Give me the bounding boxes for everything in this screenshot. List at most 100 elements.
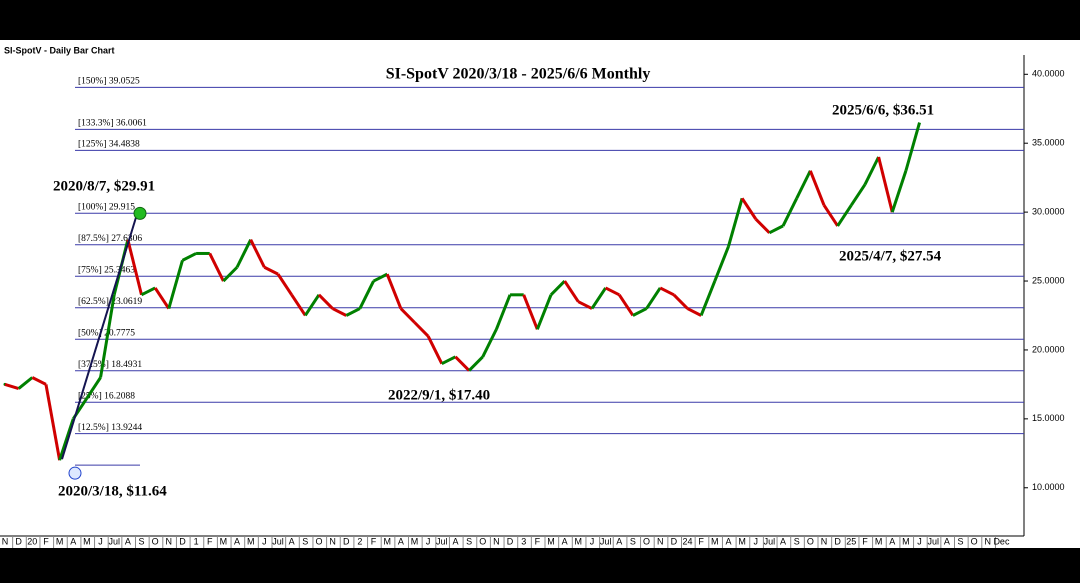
price-segment bbox=[604, 286, 620, 297]
price-segment bbox=[413, 321, 430, 338]
x-tick-label: A bbox=[562, 536, 568, 546]
y-tick-label: 35.0000 bbox=[1032, 138, 1065, 148]
y-tick-label: 25.0000 bbox=[1032, 275, 1065, 285]
annotation: 2025/6/6, $36.51 bbox=[832, 102, 934, 118]
x-tick-label: O bbox=[971, 536, 978, 546]
x-tick-label: A bbox=[234, 536, 240, 546]
annotation: 2020/8/7, $29.91 bbox=[53, 178, 155, 194]
price-segment bbox=[468, 355, 484, 372]
fib-label: [133.3%] 36.0061 bbox=[78, 119, 147, 129]
price-segment bbox=[781, 197, 799, 227]
price-segment bbox=[795, 170, 812, 200]
x-tick-label: S bbox=[630, 536, 636, 546]
price-segment bbox=[85, 376, 102, 400]
price-segment bbox=[31, 376, 47, 386]
x-tick-label: D bbox=[671, 536, 678, 546]
x-tick-label: J bbox=[917, 536, 922, 546]
x-tick-label: M bbox=[411, 536, 419, 546]
fib-label: [100%] 29.915 bbox=[78, 202, 135, 212]
x-tick-label: D bbox=[179, 536, 186, 546]
x-tick-label: N bbox=[493, 536, 500, 546]
price-segment bbox=[850, 183, 867, 207]
fib-label: [75%] 25.3463 bbox=[78, 265, 135, 275]
x-tick-label: A bbox=[452, 536, 458, 546]
x-tick-label: S bbox=[957, 536, 963, 546]
price-segment bbox=[549, 279, 566, 296]
x-tick-label: O bbox=[479, 536, 486, 546]
x-tick-label: 1 bbox=[194, 536, 199, 546]
price-segment bbox=[454, 355, 471, 372]
x-tick-label: 20 bbox=[27, 536, 37, 546]
y-tick-label: 20.0000 bbox=[1032, 344, 1065, 354]
y-tick-label: 40.0000 bbox=[1032, 69, 1065, 79]
chart-background bbox=[0, 40, 1080, 548]
price-segment bbox=[740, 197, 758, 220]
price-segment bbox=[17, 376, 34, 390]
price-segment bbox=[153, 287, 171, 310]
x-tick-label: M bbox=[247, 536, 255, 546]
price-segment bbox=[208, 252, 225, 282]
price-segment bbox=[99, 294, 116, 378]
x-tick-label: J bbox=[754, 536, 759, 546]
x-tick-label: D bbox=[343, 536, 350, 546]
price-segment bbox=[768, 224, 784, 235]
fib-label: [12.5%] 13.9244 bbox=[78, 423, 142, 433]
x-tick-label: D bbox=[507, 536, 514, 546]
price-segment bbox=[659, 286, 675, 297]
x-tick-label: A bbox=[289, 536, 295, 546]
x-tick-label: Dec bbox=[993, 536, 1010, 546]
price-segment bbox=[808, 170, 826, 206]
x-tick-label: F bbox=[371, 536, 377, 546]
x-tick-label: M bbox=[711, 536, 719, 546]
annotation: 2022/9/1, $17.40 bbox=[388, 387, 490, 403]
price-segment bbox=[263, 265, 279, 276]
fib-label: [150%] 39.0525 bbox=[78, 77, 140, 87]
x-tick-label: A bbox=[398, 536, 404, 546]
x-tick-label: A bbox=[70, 536, 76, 546]
price-segment bbox=[672, 293, 689, 310]
x-tick-label: N bbox=[329, 536, 336, 546]
price-segment bbox=[140, 286, 156, 297]
fib-label: [37.5%] 18.4931 bbox=[78, 360, 142, 370]
price-segment bbox=[699, 280, 717, 317]
x-tick-label: J bbox=[426, 536, 431, 546]
price-segment bbox=[358, 280, 375, 310]
x-tick-label: A bbox=[725, 536, 731, 546]
fib-label: [125%] 34.4838 bbox=[78, 140, 140, 150]
price-segment bbox=[686, 307, 702, 317]
price-segment bbox=[126, 239, 143, 296]
x-tick-label: S bbox=[138, 536, 144, 546]
x-tick-label: N bbox=[2, 536, 9, 546]
x-tick-label: S bbox=[302, 536, 308, 546]
price-segment bbox=[713, 246, 730, 282]
y-tick-label: 10.0000 bbox=[1032, 482, 1065, 492]
x-tick-label: S bbox=[466, 536, 472, 546]
price-segment bbox=[481, 328, 498, 358]
x-tick-label: M bbox=[83, 536, 91, 546]
x-tick-label: M bbox=[56, 536, 64, 546]
price-segment bbox=[304, 293, 321, 317]
x-tick-label: M bbox=[547, 536, 555, 546]
price-segment bbox=[877, 156, 894, 213]
x-tick-label: M bbox=[383, 536, 391, 546]
x-tick-label: 3 bbox=[521, 536, 526, 546]
price-segment bbox=[222, 266, 239, 283]
x-tick-label: F bbox=[862, 536, 868, 546]
x-tick-label: D bbox=[834, 536, 841, 546]
x-tick-label: Jul bbox=[764, 536, 776, 546]
price-segment bbox=[563, 280, 580, 303]
x-tick-label: N bbox=[166, 536, 173, 546]
low-marker bbox=[68, 466, 82, 480]
x-tick-label: A bbox=[125, 536, 131, 546]
x-tick-label: J bbox=[262, 536, 267, 546]
price-segment bbox=[890, 170, 908, 213]
price-segment bbox=[727, 197, 744, 247]
price-segment bbox=[399, 307, 416, 324]
x-tick-label: F bbox=[207, 536, 213, 546]
price-segment bbox=[58, 418, 75, 461]
x-tick-label: N bbox=[657, 536, 664, 546]
price-segment bbox=[317, 293, 334, 310]
price-segment bbox=[836, 204, 853, 227]
price-segment bbox=[44, 384, 62, 461]
